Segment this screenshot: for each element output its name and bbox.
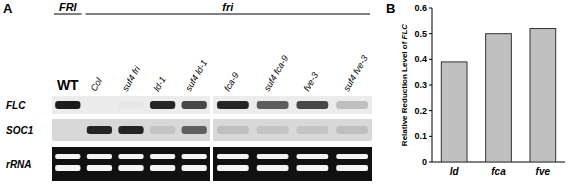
y-tick-label: 0.5 (414, 29, 427, 39)
rrna-band (257, 165, 289, 171)
group-label: FRI (59, 1, 78, 13)
bars (441, 29, 555, 162)
lane-label: suf4 ld-1 (183, 58, 209, 93)
rrna-band (217, 154, 249, 159)
blot-band (296, 101, 328, 109)
rrna-bands (217, 154, 249, 171)
figure: A FRI fri WT Col suf4 fri ld-1 suf4 ld-1 fca-9 su… (0, 0, 569, 184)
rrna-bands (336, 154, 368, 171)
rrna-band (150, 165, 175, 171)
blot-background (213, 96, 372, 114)
blot-band (217, 126, 249, 134)
y-axis (432, 8, 433, 162)
blot-band (118, 101, 143, 109)
blot-band (118, 126, 143, 134)
blot-band (257, 126, 289, 134)
y-tick-label: 0.4 (414, 54, 427, 64)
rrna-band (87, 154, 112, 159)
rrna-band (257, 154, 289, 159)
lane-label: suf4 fve-3 (341, 54, 369, 93)
x-tick-label: fca (491, 166, 506, 177)
y-tick-label: 0 (422, 157, 427, 167)
rrna-bands (182, 154, 207, 171)
bar (441, 62, 467, 162)
rrna-bands (257, 154, 289, 171)
lane-label: ld-1 (152, 75, 168, 93)
rrna-band (182, 154, 207, 159)
group-label: fri (222, 1, 234, 13)
group-line (86, 14, 370, 15)
y-tick-label: 0.3 (414, 80, 427, 90)
y-tick-label: 0.6 (414, 3, 427, 13)
blot-band (150, 126, 175, 134)
rrna-band (296, 154, 328, 159)
blot-band (217, 101, 249, 109)
rrna-band (217, 165, 249, 171)
blot-band (150, 101, 175, 109)
rrna-band (182, 165, 207, 171)
row-label: rRNA (6, 159, 32, 170)
rrna-band (336, 154, 368, 159)
lane-label: suf4 fri (120, 64, 143, 93)
lane-label: fve-3 (301, 71, 320, 93)
rrna-bands (87, 154, 112, 171)
panel-label: B (386, 1, 395, 16)
y-axis-label: Relative Reduction Level of FLC (400, 24, 409, 146)
blot-band (87, 126, 112, 134)
x-tick-label: fve (536, 166, 551, 177)
rrna-band (87, 165, 112, 171)
group-line (54, 14, 82, 15)
blot-band (55, 101, 80, 109)
x-tick-label: ld (450, 166, 460, 177)
blot-band (182, 101, 207, 109)
y-tick-label: 0.2 (414, 106, 427, 116)
lane-label: WT (57, 77, 79, 93)
rrna-band (296, 165, 328, 171)
blot-band (336, 101, 368, 109)
rrna-bands (118, 154, 143, 171)
blot-band (336, 126, 368, 134)
rrna-bands (296, 154, 328, 171)
rrna-bands (55, 154, 80, 171)
blot-band (182, 126, 207, 134)
rrna-band (118, 154, 143, 159)
rrna-bands (150, 154, 175, 171)
y-axis-label-part: FLC (400, 24, 409, 40)
lane-label: fca-9 (222, 71, 241, 93)
blot-band (296, 126, 328, 134)
row-label: FLC (6, 100, 26, 111)
blot-background (213, 119, 372, 141)
lane-label: suf4 fca-9 (262, 54, 290, 93)
row-label: SOC1 (6, 125, 34, 136)
blot-band (257, 101, 289, 109)
panel-label: A (3, 1, 13, 16)
blot-background (52, 119, 210, 141)
rrna-band (118, 165, 143, 171)
blot-background (52, 147, 210, 181)
y-axis-label-part: Relative Reduction Level of (400, 39, 409, 146)
rrna-band (150, 154, 175, 159)
blot-background (52, 96, 210, 114)
rrna-band (55, 154, 80, 159)
bar (530, 29, 556, 162)
y-tick-label: 0.1 (414, 131, 427, 141)
bar (486, 34, 512, 162)
rrna-band (336, 165, 368, 171)
rrna-band (55, 165, 80, 171)
lane-label: Col (88, 75, 104, 93)
blot-background (213, 147, 372, 181)
